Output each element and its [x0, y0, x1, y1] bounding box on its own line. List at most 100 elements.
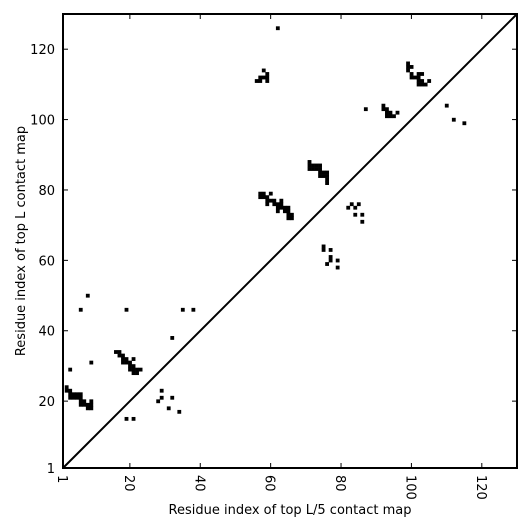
contact-cell	[286, 212, 291, 217]
contact-cell	[286, 209, 291, 214]
contact-cell	[409, 75, 414, 80]
contact-cell	[420, 79, 425, 83]
contact-cell	[356, 202, 361, 207]
contact-cell	[275, 209, 280, 214]
contact-cell	[409, 65, 414, 69]
contact-cell	[318, 170, 322, 175]
contact-cell	[286, 205, 291, 210]
contact-cell	[268, 191, 273, 196]
contact-cell	[420, 72, 425, 76]
x-tick-label: 40	[191, 475, 206, 492]
contact-cell	[360, 212, 365, 217]
contact-cell	[135, 371, 139, 376]
contact-cell	[321, 170, 326, 175]
contact-cell	[131, 367, 136, 372]
contact-cell	[311, 163, 315, 168]
contact-cell	[254, 79, 259, 83]
contact-cell	[279, 205, 284, 210]
contact-cell	[416, 72, 421, 76]
contact-cell	[406, 61, 410, 66]
contact-cell	[138, 367, 143, 372]
contact-cell	[272, 198, 277, 203]
contact-cell	[406, 68, 410, 73]
contact-cell	[124, 360, 129, 365]
contact-cell	[321, 174, 326, 178]
contact-cell	[261, 195, 266, 200]
contact-cell	[71, 392, 76, 397]
x-tick-label: 60	[262, 475, 277, 492]
contact-cell	[279, 198, 284, 203]
contact-cell	[131, 371, 136, 376]
contact-cell	[121, 360, 125, 365]
contact-cell	[128, 364, 132, 368]
contact-cell	[170, 395, 175, 400]
contact-cell	[89, 360, 94, 365]
contact-cell	[258, 191, 263, 196]
diagonal-line	[62, 13, 518, 469]
contact-cell	[275, 26, 280, 31]
contact-cell	[427, 79, 432, 83]
contact-cell	[68, 388, 73, 393]
contact-cell	[124, 416, 129, 421]
contact-cell	[268, 198, 273, 203]
contact-cell	[325, 170, 330, 175]
contact-cell	[325, 177, 330, 182]
contact-cell	[360, 219, 365, 224]
x-tick-label: 100	[402, 475, 417, 500]
contact-cell	[85, 406, 90, 411]
contact-cell	[388, 110, 393, 115]
contact-cell	[121, 353, 125, 358]
contact-cell	[363, 107, 368, 112]
contact-cell	[131, 364, 136, 368]
contact-cell	[314, 163, 319, 168]
contact-cell	[265, 79, 270, 83]
contact-cell	[318, 163, 322, 168]
y-tick-label: 20	[38, 395, 55, 410]
contact-cell	[131, 416, 136, 421]
y-axis-label: Residue index of top L contact map	[14, 126, 29, 356]
contact-cell	[420, 82, 425, 87]
contact-cell	[282, 205, 287, 210]
contact-cell	[121, 357, 125, 361]
contact-cell	[353, 212, 358, 217]
contact-cell	[75, 392, 80, 397]
contact-cell	[416, 75, 421, 80]
contact-cell	[409, 72, 414, 76]
contact-cell	[64, 388, 69, 393]
y-tick-label: 40	[38, 325, 55, 340]
x-tick-label: 1	[54, 475, 69, 483]
contact-cells	[64, 26, 467, 421]
plot-frame	[62, 13, 518, 469]
contact-cell	[307, 160, 312, 164]
contact-cell	[85, 293, 90, 298]
contact-cell	[335, 258, 340, 263]
contact-cell	[261, 68, 266, 73]
contact-cell	[388, 114, 393, 119]
contact-cell	[177, 409, 182, 414]
contact-cell	[68, 392, 73, 397]
contact-cell	[307, 167, 312, 171]
contact-cell	[265, 198, 270, 203]
contact-cell	[166, 406, 171, 411]
contact-cell	[325, 181, 330, 185]
contact-cell	[318, 174, 322, 178]
contact-cell	[328, 248, 333, 252]
contact-cell	[272, 202, 277, 207]
contact-cell	[78, 395, 83, 400]
contact-cell	[68, 395, 73, 400]
x-tick-label: 80	[332, 475, 347, 492]
y-tick-label: 120	[30, 43, 55, 58]
x-axis-label: Residue index of top L/5 contact map	[169, 503, 412, 518]
contact-cell	[71, 395, 76, 400]
contact-cell	[346, 205, 351, 210]
contact-cell	[89, 399, 94, 404]
contact-cell	[416, 82, 421, 87]
contact-cell	[261, 75, 266, 80]
contact-cell	[131, 357, 136, 361]
contact-cell	[82, 402, 87, 407]
contact-cell	[89, 402, 94, 407]
contact-cell	[392, 114, 396, 119]
contact-cell	[321, 244, 326, 249]
contact-cell	[328, 258, 333, 263]
